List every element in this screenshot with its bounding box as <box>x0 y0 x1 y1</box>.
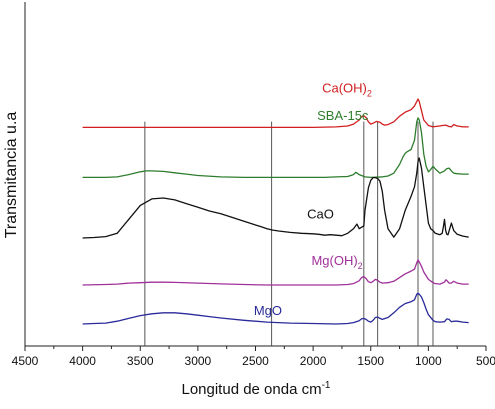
x-tick-label: 4500 <box>12 354 39 368</box>
y-axis-label: Transmitancia u.a <box>3 112 20 239</box>
series-label-name: Mg(OH) <box>311 253 357 268</box>
series-label-name: MgO <box>254 303 282 318</box>
x-axis-label-text: Longitud de onda cm <box>181 381 321 398</box>
x-tick-label: 4000 <box>69 354 96 368</box>
series-label: MgO <box>254 303 282 318</box>
series-label: Mg(OH)2 <box>311 253 362 271</box>
x-tick-label: 2500 <box>242 354 269 368</box>
x-axis-label: Longitud de onda cm-1 <box>181 380 330 398</box>
x-axis-label-superscript: -1 <box>322 380 331 391</box>
reference-lines <box>144 121 434 346</box>
x-tick-label: 500 <box>476 354 495 368</box>
series-label-name: CaO <box>307 206 334 221</box>
series-label-subscript: 2 <box>358 261 363 271</box>
series-line <box>82 292 469 325</box>
series-line <box>82 98 469 129</box>
series-label: CaO <box>307 206 334 221</box>
x-tick-label: 2000 <box>300 354 327 368</box>
series-layer <box>82 98 469 325</box>
series-label-name: SBA-15c <box>317 108 369 123</box>
x-axis: 4500 4000 3500 3000 2500 2000 1500 1000 500 <box>12 346 495 368</box>
series-label: SBA-15c <box>317 108 369 123</box>
series-label-subscript: 2 <box>367 89 372 99</box>
series-line <box>82 117 469 179</box>
x-tick-label: 3000 <box>185 354 212 368</box>
series-line <box>82 157 469 239</box>
x-tick-label: 1000 <box>415 354 442 368</box>
series-line <box>82 259 469 286</box>
series-label: Ca(OH)2 <box>322 81 372 99</box>
x-tick-label: 3500 <box>127 354 154 368</box>
series-label-name: Ca(OH) <box>322 81 367 96</box>
x-tick-label: 1500 <box>357 354 384 368</box>
